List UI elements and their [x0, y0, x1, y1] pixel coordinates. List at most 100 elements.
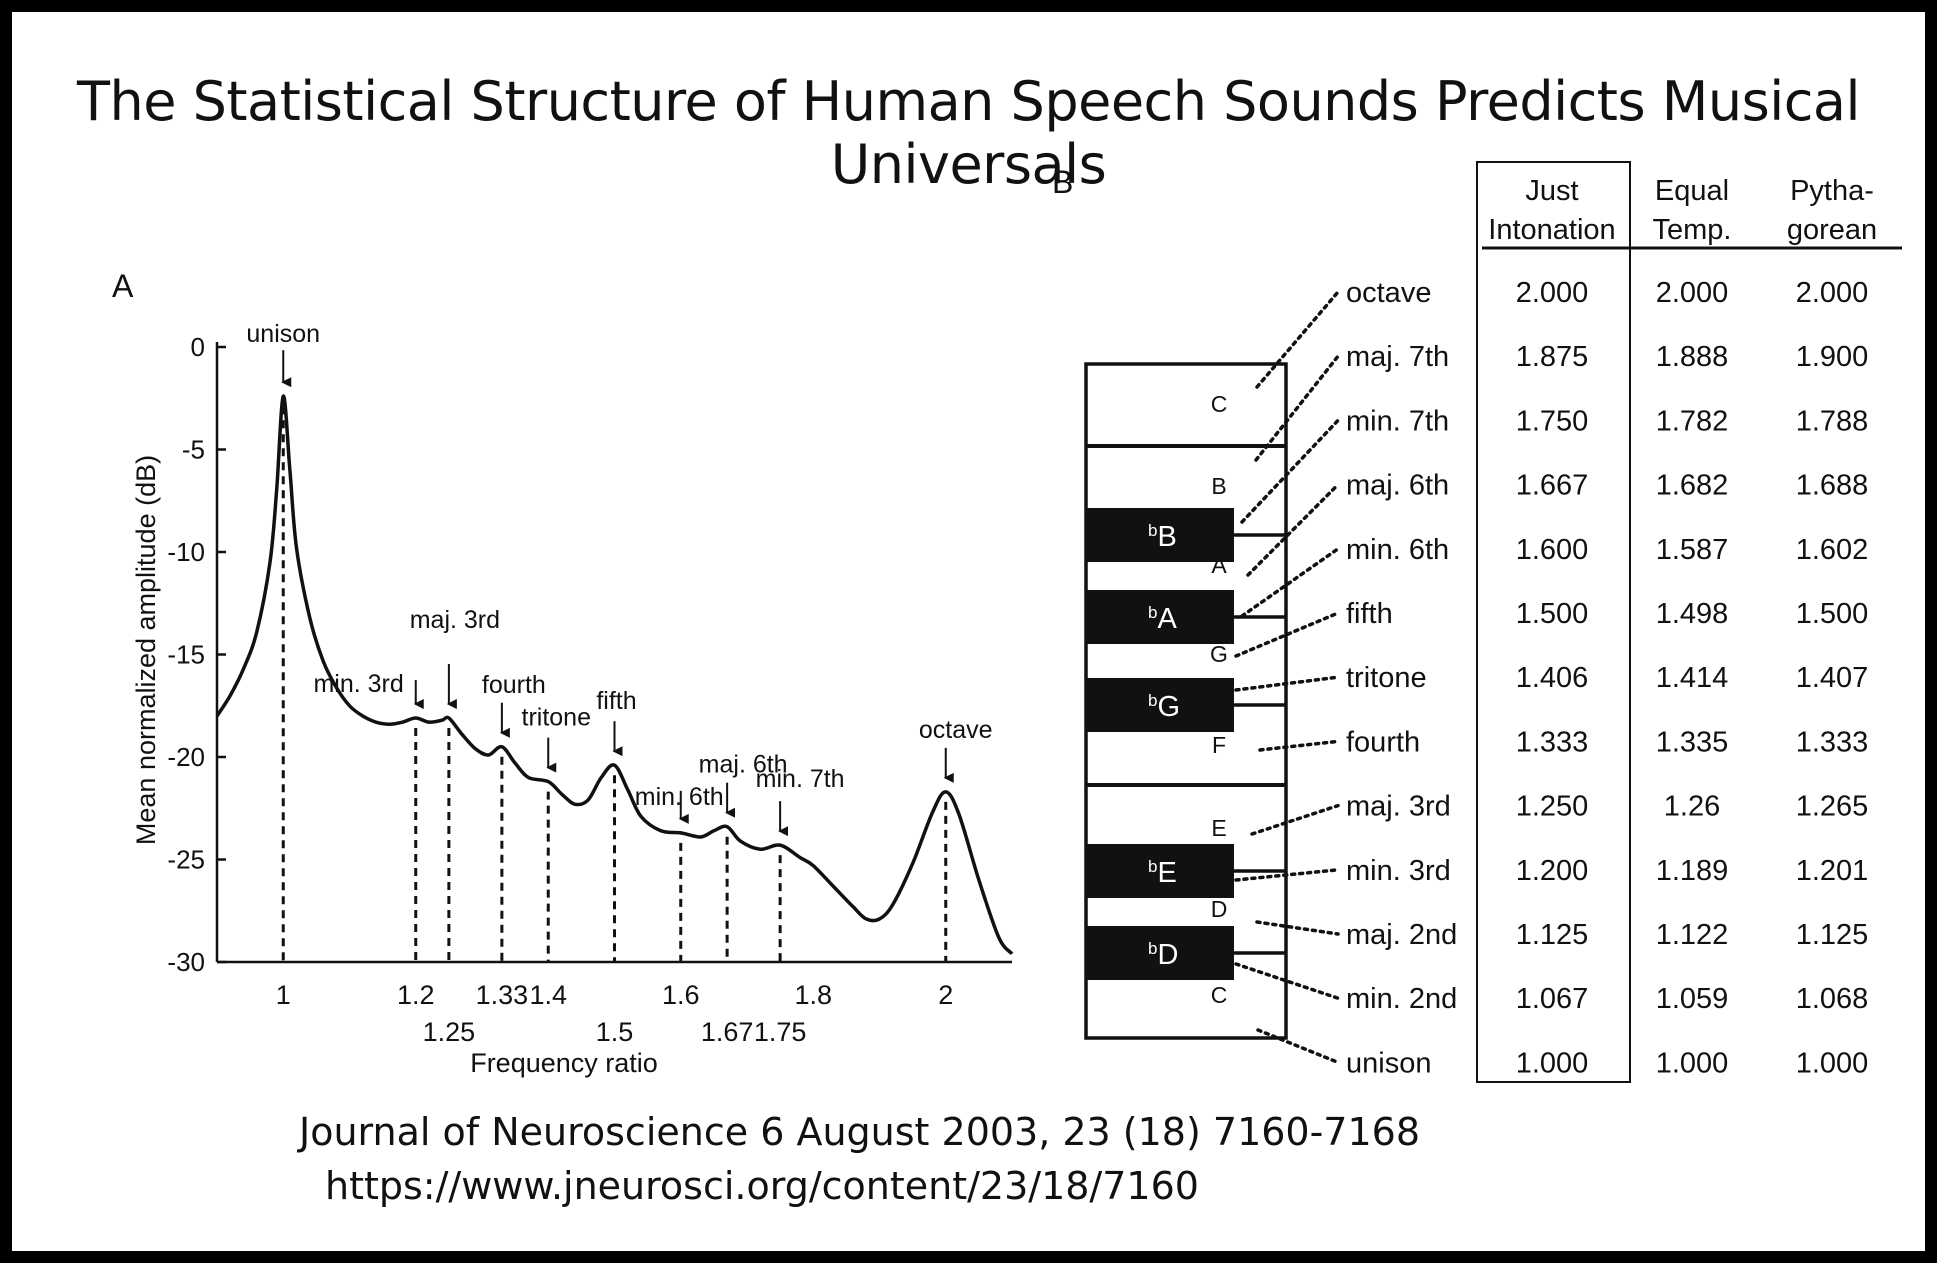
equal-temperament-ratio: 1.498: [1656, 598, 1729, 630]
x-tick-label: 1.67: [701, 1017, 754, 1047]
equal-temperament-ratio: 1.888: [1656, 341, 1729, 373]
interval-name: min. 3rd: [1346, 855, 1451, 887]
pythagorean-ratio: 1.201: [1796, 855, 1869, 887]
equal-temperament-ratio: 1.059: [1656, 983, 1729, 1015]
just-intonation-column-box: [1476, 161, 1631, 1083]
x-tick-label: 1.25: [423, 1017, 476, 1047]
pythagorean-ratio: 1.265: [1796, 791, 1869, 823]
black-key-label: bG: [1148, 691, 1180, 723]
interval-name: fourth: [1346, 726, 1420, 758]
just-intonation-ratio: 1.500: [1516, 598, 1589, 630]
interval-leader-line: [1234, 868, 1340, 882]
black-key-label: bE: [1148, 857, 1177, 889]
white-key-label: A: [1211, 552, 1227, 578]
interval-leader-line: [1256, 1028, 1340, 1065]
white-key-label: B: [1211, 473, 1226, 499]
x-tick-label: 1.4: [529, 980, 567, 1010]
column-header-line2: Temp.: [1653, 214, 1732, 246]
just-intonation-ratio: 2.000: [1516, 277, 1589, 309]
peak-label: min. 7th: [756, 765, 845, 793]
equal-temperament-ratio: 1.587: [1656, 534, 1729, 566]
black-key-label: bA: [1148, 603, 1177, 635]
panel-a-label: A: [112, 268, 134, 304]
x-tick-label: 1.6: [662, 980, 700, 1010]
pythagorean-ratio: 1.000: [1796, 1047, 1869, 1079]
peak-label: fourth: [482, 671, 546, 699]
interval-name: maj. 7th: [1346, 341, 1449, 373]
equal-temperament-ratio: 1.414: [1656, 662, 1729, 694]
y-tick-label: 0: [191, 332, 205, 362]
x-tick-label: 1.33: [476, 980, 529, 1010]
peak-label: tritone: [522, 704, 591, 732]
interval-leader-line: [1254, 354, 1340, 462]
y-tick-label: -15: [167, 640, 205, 670]
amplitude-chart: 0 -5 -10 -15 -20 -25 -30 1 1.2 1.33 1.4 1.6 1.8 2 1.25…: [131, 320, 1014, 1078]
peak-label: octave: [919, 716, 993, 744]
pythagorean-ratio: 1.125: [1796, 919, 1869, 951]
black-key: [1086, 926, 1234, 980]
pythagorean-ratio: 1.900: [1796, 341, 1869, 373]
interval-leader-line: [1250, 803, 1340, 836]
y-tick-label: -10: [167, 537, 205, 567]
black-key: [1086, 508, 1234, 562]
pythagorean-ratio: 1.068: [1796, 983, 1869, 1015]
black-key: [1086, 590, 1234, 644]
just-intonation-ratio: 1.750: [1516, 405, 1589, 437]
white-key-label: G: [1210, 641, 1228, 667]
interval-leader-line: [1234, 962, 1340, 1000]
interval-name: maj. 6th: [1346, 470, 1449, 502]
equal-temperament-ratio: 1.189: [1656, 855, 1729, 887]
equal-temperament-ratio: 1.122: [1656, 919, 1729, 951]
just-intonation-ratio: 1.600: [1516, 534, 1589, 566]
slide-title: The Statistical Structure of Human Speec…: [76, 70, 1861, 196]
just-intonation-ratio: 1.875: [1516, 341, 1589, 373]
y-tick-label: -5: [182, 435, 205, 465]
peak-label: unison: [246, 320, 320, 348]
pythagorean-ratio: 2.000: [1796, 277, 1869, 309]
interval-leader-line: [1258, 739, 1340, 752]
y-tick-label: -25: [167, 845, 205, 875]
peak-label: maj. 3rd: [410, 606, 500, 634]
black-key-label: bB: [1148, 521, 1177, 553]
white-key-label: C: [1211, 982, 1228, 1008]
black-key: [1086, 844, 1234, 898]
equal-temperament-ratio: 1.000: [1656, 1047, 1729, 1079]
peak-label: maj. 6th: [699, 751, 788, 779]
just-intonation-ratio: 1.125: [1516, 919, 1589, 951]
just-intonation-ratio: 1.000: [1516, 1047, 1589, 1079]
amplitude-curve: [215, 394, 1014, 956]
interval-name: octave: [1346, 277, 1431, 309]
black-key-label: bD: [1148, 939, 1178, 971]
x-tick-label: 1.75: [754, 1017, 807, 1047]
y-axis-label: Mean normalized amplitude (dB): [131, 455, 161, 845]
white-key-label: D: [1211, 896, 1228, 922]
white-key-label: E: [1211, 815, 1226, 841]
just-intonation-ratio: 1.067: [1516, 983, 1589, 1015]
interval-name: fifth: [1346, 598, 1393, 630]
column-header-line1: Equal: [1655, 175, 1729, 207]
interval-leader-line: [1240, 547, 1340, 618]
interval-name: maj. 3rd: [1346, 791, 1451, 823]
interval-leader-line: [1246, 482, 1340, 577]
pythagorean-ratio: 1.407: [1796, 662, 1869, 694]
equal-temperament-ratio: 1.682: [1656, 470, 1729, 502]
just-intonation-ratio: 1.250: [1516, 791, 1589, 823]
citation-url[interactable]: https://www.jneurosci.org/content/23/18/…: [325, 1164, 1199, 1208]
white-key-label: F: [1212, 732, 1226, 758]
equal-temperament-ratio: 2.000: [1656, 277, 1729, 309]
slide: The Statistical Structure of Human Speec…: [12, 12, 1925, 1251]
black-key: [1086, 678, 1234, 732]
pythagorean-ratio: 1.788: [1796, 405, 1869, 437]
interval-name: unison: [1346, 1047, 1431, 1079]
white-key-label: C: [1211, 391, 1228, 417]
interval-leader-line: [1255, 920, 1340, 936]
interval-leader-line: [1234, 675, 1340, 692]
equal-temperament-ratio: 1.782: [1656, 405, 1729, 437]
interval-name: min. 7th: [1346, 405, 1449, 437]
x-tick-label: 1.5: [596, 1017, 634, 1047]
column-header-line2: gorean: [1787, 214, 1877, 246]
pythagorean-ratio: 1.333: [1796, 726, 1869, 758]
citation-journal: Journal of Neuroscience 6 August 2003, 2…: [299, 1110, 1421, 1154]
panel-b-label: B: [1052, 164, 1074, 200]
pythagorean-ratio: 1.500: [1796, 598, 1869, 630]
